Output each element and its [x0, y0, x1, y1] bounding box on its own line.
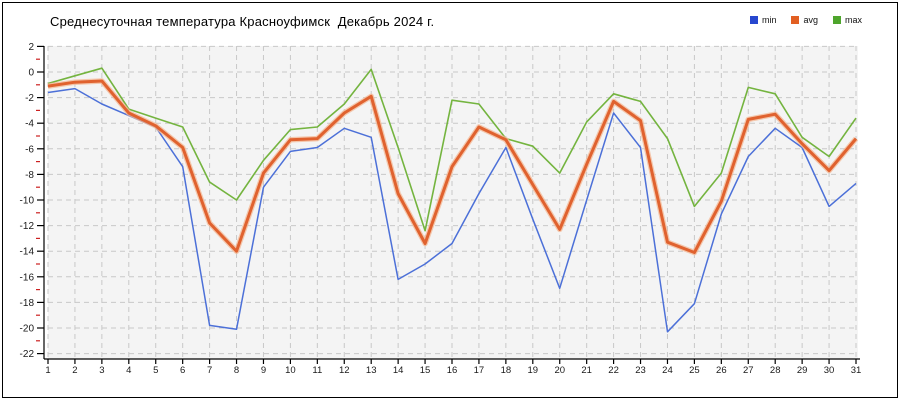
x-axis-label: 11: [312, 365, 322, 376]
x-axis-label: 28: [770, 365, 781, 376]
x-axis-label: 20: [554, 365, 565, 376]
x-axis-label: 3: [99, 365, 104, 376]
x-axis-label: 1: [45, 365, 50, 376]
min-line: [47, 87, 857, 333]
avg-swatch-icon: [791, 16, 800, 24]
y-axis-label: -10: [20, 196, 35, 207]
x-axis-label: 30: [824, 365, 835, 376]
plot-area: [48, 46, 858, 359]
x-axis-label: 2: [72, 365, 77, 376]
x-axis-label: 21: [581, 365, 592, 376]
x-axis-label: 31: [851, 365, 862, 376]
y-axis-label: 2: [28, 42, 34, 53]
legend-label: max: [844, 15, 862, 25]
legend-label: avg: [803, 15, 818, 25]
legend-item-avg: avg: [791, 15, 818, 25]
avg-line: [47, 79, 858, 254]
y-axis-label: -2: [25, 93, 34, 104]
x-axis-label: 12: [339, 365, 350, 376]
x-axis-label: 22: [608, 365, 619, 376]
x-axis-label: 4: [126, 365, 131, 376]
x-axis-label: 14: [393, 365, 404, 376]
legend-item-min: min: [749, 15, 777, 25]
x-axis-label: 7: [207, 365, 212, 376]
x-axis-label: 16: [447, 365, 458, 376]
legend-label: min: [761, 15, 777, 25]
max-swatch-icon: [832, 16, 841, 24]
y-axis-label: -16: [20, 272, 35, 283]
x-axis-label: 29: [797, 365, 808, 376]
x-axis-label: 13: [366, 365, 377, 376]
x-axis-label: 18: [501, 365, 512, 376]
x-axis-label: 24: [662, 365, 673, 376]
max-line: [47, 67, 857, 232]
x-axis-label: 15: [420, 365, 431, 376]
x-axis-label: 25: [689, 365, 700, 376]
x-axis-label: 27: [743, 365, 754, 376]
y-axis-label: -6: [25, 144, 34, 155]
y-axis-label: -12: [20, 221, 35, 232]
x-axis-label: 23: [635, 365, 646, 376]
x-axis-label: 10: [285, 365, 296, 376]
y-axis-label: 0: [28, 68, 34, 79]
x-axis-label: 9: [261, 365, 266, 376]
x-axis-label: 6: [180, 365, 185, 376]
y-axis-label: -14: [20, 247, 35, 258]
y-axis-label: -8: [25, 170, 34, 181]
y-axis-label: -20: [20, 324, 35, 335]
x-axis-label: 19: [528, 365, 539, 376]
x-axis-label: 8: [234, 365, 239, 376]
chart-title: Среднесуточная температура Красноуфимск …: [50, 14, 435, 29]
y-axis-label: -22: [20, 349, 35, 360]
x-axis-label: 17: [474, 365, 485, 376]
legend-item-max: max: [832, 15, 862, 25]
x-axis-label: 26: [716, 365, 727, 376]
y-axis-label: -18: [20, 298, 35, 309]
x-axis-label: 5: [153, 365, 158, 376]
min-swatch-icon: [749, 16, 758, 24]
y-axis-label: -4: [25, 119, 34, 130]
chart-legend: min avg max: [749, 15, 862, 25]
